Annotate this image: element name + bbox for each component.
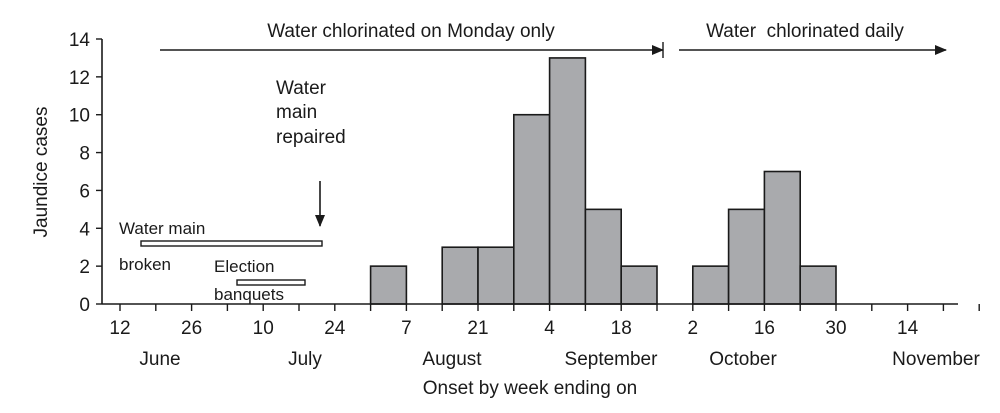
bar-11 <box>512 113 551 305</box>
main-broken-period-bar <box>140 240 323 247</box>
chlorinated-monday-label: Water chlorinated on Monday only <box>267 21 555 42</box>
y-tick-label-6: 12 <box>69 68 90 89</box>
election-period-bar <box>236 279 306 286</box>
x-tick-label-11: 14 <box>897 318 919 339</box>
x-axis-title: Onset by week ending on <box>423 378 637 399</box>
main-repaired-label-line2: main <box>276 102 317 123</box>
y-tick-label-0: 0 <box>79 295 90 316</box>
x-tick-label-10: 30 <box>825 318 846 339</box>
x-ticks-group: 12 26 10 24 7 21 4 18 2 16 30 14 <box>109 304 980 339</box>
month-label-4: October <box>709 349 777 370</box>
y-tick-label-1: 2 <box>79 257 90 278</box>
bar-12 <box>548 57 587 305</box>
bar-14 <box>620 265 658 305</box>
x-tick-label-9: 16 <box>754 318 775 339</box>
x-tick-label-7: 18 <box>611 318 632 339</box>
y-tick-label-7: 14 <box>69 30 91 51</box>
x-tick-label-3: 24 <box>324 318 346 339</box>
y-tick-label-3: 6 <box>79 181 90 202</box>
x-tick-label-0: 12 <box>109 318 130 339</box>
x-tick-label-8: 2 <box>688 318 699 339</box>
y-tick-label-4: 8 <box>79 144 90 165</box>
election-label-line1: Election <box>214 257 274 276</box>
month-labels-group: June July August September October November <box>139 349 980 370</box>
month-label-5: November <box>892 349 980 370</box>
bar-19 <box>799 265 837 305</box>
bar-16 <box>691 265 730 305</box>
y-tick-label-2: 4 <box>79 219 90 240</box>
main-repaired-label-line3: repaired <box>276 127 346 148</box>
main-broken-label-line2: broken <box>119 255 171 274</box>
bar-9 <box>441 246 479 305</box>
main-repaired-label-line1: Water <box>276 78 327 99</box>
y-axis-title: Jaundice cases <box>31 107 52 238</box>
main-broken-label-line1: Water main <box>119 219 205 238</box>
bar-7 <box>369 265 408 305</box>
bar-13 <box>584 208 623 305</box>
x-tick-label-5: 21 <box>467 318 488 339</box>
month-label-0: June <box>139 349 180 370</box>
x-tick-label-1: 26 <box>181 318 202 339</box>
x-tick-label-2: 10 <box>253 318 274 339</box>
month-label-2: August <box>422 349 482 370</box>
bars-group <box>369 57 837 305</box>
bar-18 <box>763 170 802 305</box>
month-label-3: September <box>565 349 659 370</box>
y-ticks-group: 0 2 4 6 8 10 12 14 <box>69 30 102 316</box>
chlorinated-daily-label: Water chlorinated daily <box>706 21 904 42</box>
x-tick-label-4: 7 <box>401 318 412 339</box>
month-label-1: July <box>288 349 322 370</box>
x-tick-label-6: 4 <box>544 318 555 339</box>
y-tick-label-5: 10 <box>69 106 90 127</box>
bar-17 <box>727 208 766 305</box>
bar-10 <box>477 246 515 305</box>
election-label-line2: banquets <box>214 285 284 304</box>
